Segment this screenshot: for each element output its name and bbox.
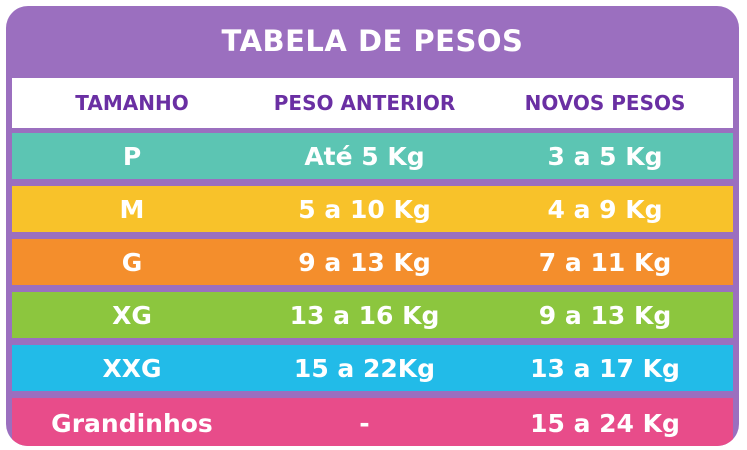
size-cell: XG: [112, 300, 152, 330]
size-cell: M: [119, 194, 145, 224]
new-weight-cell: 3 a 5 Kg: [547, 141, 663, 171]
new-weight-cell: 15 a 24 Kg: [530, 408, 680, 438]
previous-weight-cell: -: [359, 408, 370, 438]
header-previous-weight: PESO ANTERIOR: [273, 91, 456, 115]
previous-weight-cell: 9 a 13 Kg: [298, 247, 431, 277]
previous-weight-cell: 13 a 16 Kg: [289, 300, 440, 330]
table-row: XXG 15 a 22Kg 13 a 17 Kg: [12, 345, 733, 391]
size-cell: Grandinhos: [51, 408, 213, 438]
table-header-row: TAMANHO PESO ANTERIOR NOVOS PESOS: [12, 78, 733, 128]
table-row: M 5 a 10 Kg 4 a 9 Kg: [12, 186, 733, 232]
header-size: TAMANHO: [75, 91, 189, 115]
previous-weight-cell: Até 5 Kg: [304, 141, 425, 171]
previous-weight-cell: 5 a 10 Kg: [298, 194, 431, 224]
previous-weight-cell: 15 a 22Kg: [293, 353, 436, 383]
size-cell: P: [122, 141, 142, 171]
new-weight-cell: 7 a 11 Kg: [538, 247, 672, 277]
table-title: TABELA DE PESOS: [221, 24, 524, 58]
new-weight-cell: 13 a 17 Kg: [530, 353, 680, 383]
table-row: G 9 a 13 Kg 7 a 11 Kg: [12, 239, 733, 285]
size-cell: XXG: [102, 353, 162, 383]
table-row: Grandinhos - 15 a 24 Kg: [12, 398, 733, 446]
size-cell: G: [121, 247, 143, 277]
table-row: XG 13 a 16 Kg 9 a 13 Kg: [12, 292, 733, 338]
new-weight-cell: 9 a 13 Kg: [538, 300, 672, 330]
weight-table: TABELA DE PESOS TAMANHO PESO ANTERIOR NO…: [6, 6, 739, 446]
header-new-weights: NOVOS PESOS: [524, 91, 686, 115]
table-row: P Até 5 Kg 3 a 5 Kg: [12, 133, 733, 179]
new-weight-cell: 4 a 9 Kg: [547, 194, 663, 224]
